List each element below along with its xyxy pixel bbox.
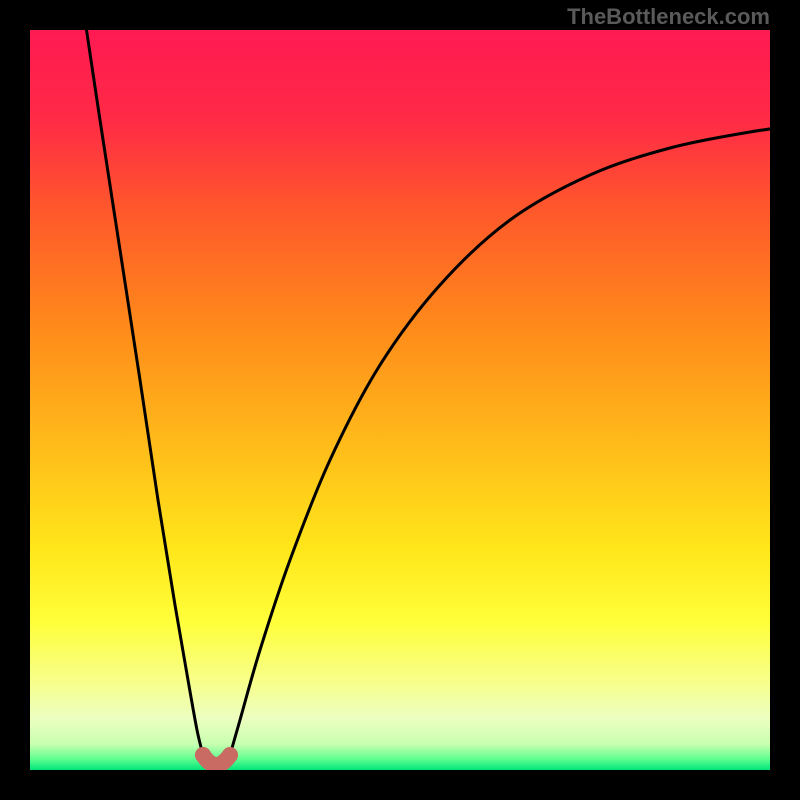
chart-frame: TheBottleneck.com xyxy=(0,0,800,800)
valley-left-dot xyxy=(195,747,211,763)
right-branch-curve xyxy=(230,125,800,755)
valley-right-dot xyxy=(222,747,238,763)
curve-overlay xyxy=(0,0,800,800)
left-branch-curve xyxy=(85,20,203,755)
